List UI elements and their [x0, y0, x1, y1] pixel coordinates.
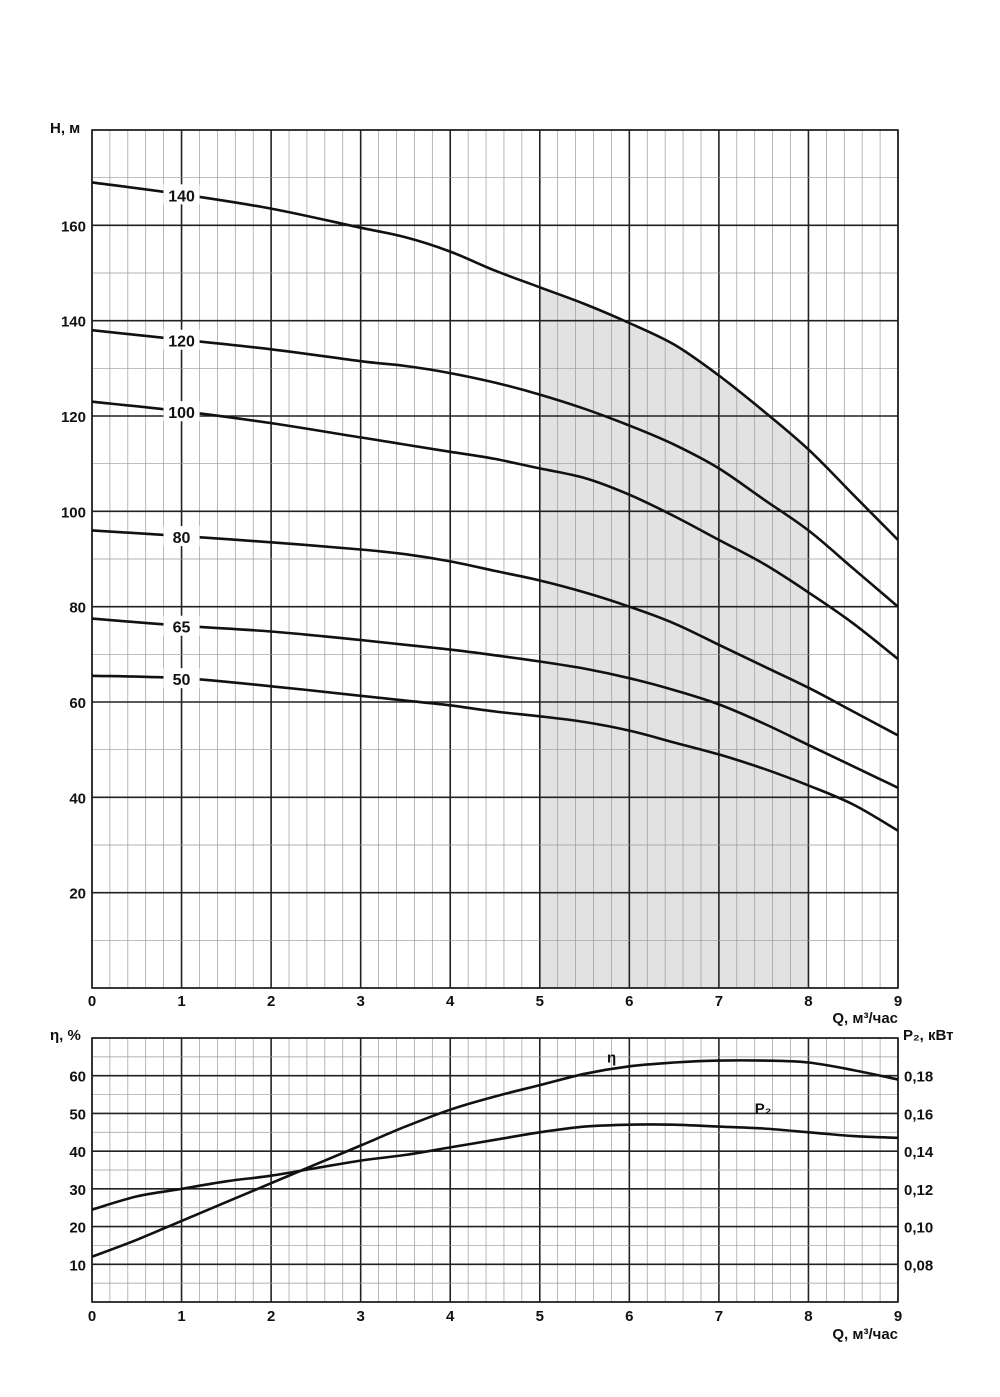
curve-label-bg-65: [163, 615, 200, 636]
x-tick-label: 0: [88, 1308, 96, 1325]
head-curve-100: [91, 400, 899, 661]
y-tick-label: 140: [61, 314, 86, 331]
curve-label-bg-140: [163, 184, 200, 205]
head-flow-grid: [91, 129, 899, 989]
head-flow-curve-labels: 140 120 100 80 65 50: [163, 184, 200, 689]
x-tick-label: 1: [177, 993, 185, 1010]
x-tick-label: 3: [356, 993, 364, 1010]
y-tick-label: 20: [69, 886, 86, 903]
head-flow-curves: [91, 181, 899, 832]
efficiency-power-curve-labels: η P₂: [607, 1050, 771, 1118]
head-flow-x-tick-labels: 0 1 2 3 4 5 6 7 8 9: [88, 993, 902, 1010]
y-tick-label: 40: [69, 790, 86, 807]
curve-label-65: 65: [173, 620, 191, 637]
efficiency-axis-label: η, %: [50, 1027, 81, 1044]
power-y-tick-labels: 0,08 0,10 0,12 0,14 0,16 0,18: [904, 1069, 934, 1275]
y-tick-label: 50: [69, 1106, 86, 1123]
y-tick-label: 40: [69, 1144, 86, 1161]
efficiency-power-grid: [91, 1037, 899, 1303]
curve-label-140: 140: [168, 188, 195, 205]
curve-label-bg-100: [163, 401, 200, 422]
y-right-tick-label: 0,18: [904, 1069, 933, 1086]
y-right-tick-label: 0,08: [904, 1257, 933, 1274]
y-right-tick-label: 0,10: [904, 1220, 933, 1237]
x-tick-label: 5: [536, 993, 544, 1010]
plot-frame: [91, 129, 899, 989]
head-curve-80: [91, 529, 899, 737]
y-right-tick-label: 0,16: [904, 1106, 933, 1123]
y-tick-label: 60: [69, 695, 86, 712]
y-right-tick-label: 0,12: [904, 1182, 933, 1199]
x-tick-label: 2: [267, 1308, 275, 1325]
x-tick-label: 9: [894, 993, 902, 1010]
x-tick-label: 5: [536, 1308, 544, 1325]
x-tick-label: 3: [356, 1308, 364, 1325]
head-axis-label: H, м: [50, 120, 80, 137]
efficiency-power-curves: [91, 1059, 899, 1258]
flow-axis-label-top: Q, м³/час: [832, 1010, 898, 1027]
head-flow-y-tick-labels: 20 40 60 80 100 120 140 160: [61, 218, 86, 902]
y-tick-label: 30: [69, 1182, 86, 1199]
power-curve: [91, 1123, 899, 1211]
head-curve-50: [91, 674, 899, 832]
x-tick-label: 6: [625, 1308, 633, 1325]
curve-label-50: 50: [173, 672, 191, 689]
head-curve-120: [91, 328, 899, 608]
curve-label-bg-120: [163, 329, 200, 350]
x-tick-label: 8: [804, 993, 812, 1010]
efficiency-curve-label: η: [607, 1050, 616, 1067]
y-tick-label: 60: [69, 1069, 86, 1086]
power-curve-label: P₂: [755, 1100, 772, 1117]
plot-frame: [91, 1037, 899, 1303]
curve-label-100: 100: [168, 405, 195, 422]
efficiency-curve: [91, 1059, 899, 1258]
x-tick-label: 4: [446, 993, 455, 1010]
y-tick-label: 160: [61, 218, 86, 235]
curve-label-bg-50: [163, 668, 200, 689]
x-tick-label: 4: [446, 1308, 455, 1325]
y-tick-label: 100: [61, 504, 86, 521]
x-tick-label: 9: [894, 1308, 902, 1325]
flow-axis-label-bottom: Q, м³/час: [832, 1326, 898, 1343]
y-tick-label: 120: [61, 409, 86, 426]
x-tick-label: 2: [267, 993, 275, 1010]
y-tick-label: 80: [69, 600, 86, 617]
curve-label-80: 80: [173, 530, 191, 547]
curve-label-bg-80: [163, 526, 200, 547]
y-right-tick-label: 0,14: [904, 1144, 934, 1161]
curve-label-120: 120: [168, 334, 195, 351]
x-tick-label: 0: [88, 993, 96, 1010]
x-tick-label: 7: [715, 1308, 723, 1325]
head-curve-140: [91, 181, 899, 541]
efficiency-power-chart: η P₂ 0 1 2 3 4 5 6 7 8 9 10 20 30 40 50 60 0,08 0,10 0,12…: [50, 1027, 954, 1343]
head-curve-65: [91, 617, 899, 789]
efficiency-y-tick-labels: 10 20 30 40 50 60: [69, 1069, 86, 1275]
x-tick-label: 1: [177, 1308, 185, 1325]
y-tick-label: 10: [69, 1257, 86, 1274]
power-axis-label: P₂, кВт: [903, 1027, 954, 1044]
x-tick-label: 7: [715, 993, 723, 1010]
y-tick-label: 20: [69, 1220, 86, 1237]
x-tick-label: 6: [625, 993, 633, 1010]
x-tick-label: 8: [804, 1308, 812, 1325]
head-flow-chart: 140 120 100 80 65 50 0 1 2 3 4 5 6 7 8 9 20 40 60 80 100 12…: [50, 120, 902, 1027]
efficiency-x-tick-labels: 0 1 2 3 4 5 6 7 8 9: [88, 1308, 902, 1325]
